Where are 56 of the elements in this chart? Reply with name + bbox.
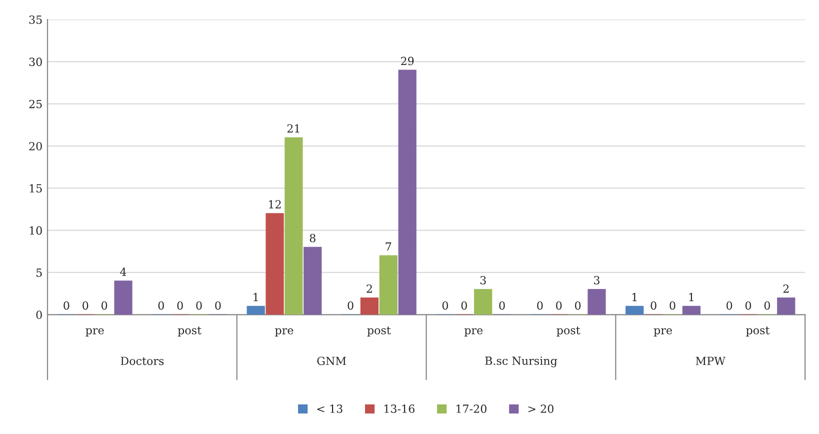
data-label: 0 [745, 301, 752, 310]
data-label: 0 [82, 301, 88, 310]
y-tick-label: 25 [29, 100, 42, 108]
data-label: 8 [310, 234, 316, 242]
data-label: 21 [287, 124, 300, 132]
y-tick-label: 0 [36, 310, 42, 320]
data-label: 0 [650, 301, 656, 310]
data-label: 0 [537, 301, 543, 310]
data-label: 0 [556, 301, 562, 310]
data-label: 0 [177, 301, 183, 310]
data-label: 0 [196, 301, 202, 310]
text: Doctors [120, 356, 164, 366]
y-tick-label: 5 [36, 268, 42, 277]
data-label: 1 [254, 292, 258, 302]
data-label: 4 [120, 268, 126, 276]
x-tick-label: pre [464, 328, 483, 337]
data-label: 0 [442, 301, 448, 310]
legend-label: < 13 [317, 404, 342, 413]
text: GNM [317, 356, 346, 366]
data-label: 0 [348, 301, 354, 310]
data-label: 7 [386, 242, 392, 251]
data-label: 0 [158, 301, 164, 310]
legend-label: > 20 [528, 404, 554, 413]
data-label: 0 [461, 301, 467, 310]
data-label: 0 [764, 301, 770, 310]
data-label: 0 [102, 301, 108, 310]
data-label: 3 [480, 276, 486, 284]
data-label: 2 [783, 284, 789, 293]
data-label: 0 [499, 301, 505, 310]
text: B.sc Nursing [485, 356, 558, 368]
data-label: 29 [401, 56, 414, 66]
data-label: 0 [215, 301, 221, 310]
x-tick-label: pre [86, 328, 104, 337]
x-tick-label: post [746, 326, 770, 337]
data-label: 0 [726, 301, 732, 310]
legend-label: 13-16 [384, 404, 414, 413]
data-label: 1 [689, 292, 694, 302]
data-label: 0 [670, 301, 676, 310]
data-label: 0 [64, 301, 70, 310]
x-tick-label: pre [275, 328, 294, 337]
x-tick-label: post [178, 326, 202, 337]
y-tick-label: 30 [29, 58, 42, 66]
x-tick-label: pre [654, 328, 672, 337]
data-label: 1 [632, 292, 637, 302]
data-label: 3 [594, 276, 600, 284]
x-tick-label: post [556, 326, 580, 337]
legend-label: 17-20 [456, 404, 486, 413]
data-label: 0 [575, 301, 581, 310]
data-label: 12 [269, 200, 281, 208]
y-tick-label: 35 [29, 16, 42, 24]
y-tick-label: 20 [29, 142, 42, 150]
y-tick-label: 10 [30, 226, 42, 235]
data-label: 2 [366, 284, 372, 293]
y-tick-label: 15 [30, 184, 42, 193]
x-tick-label: post [367, 326, 391, 337]
text: MPW [696, 356, 726, 365]
